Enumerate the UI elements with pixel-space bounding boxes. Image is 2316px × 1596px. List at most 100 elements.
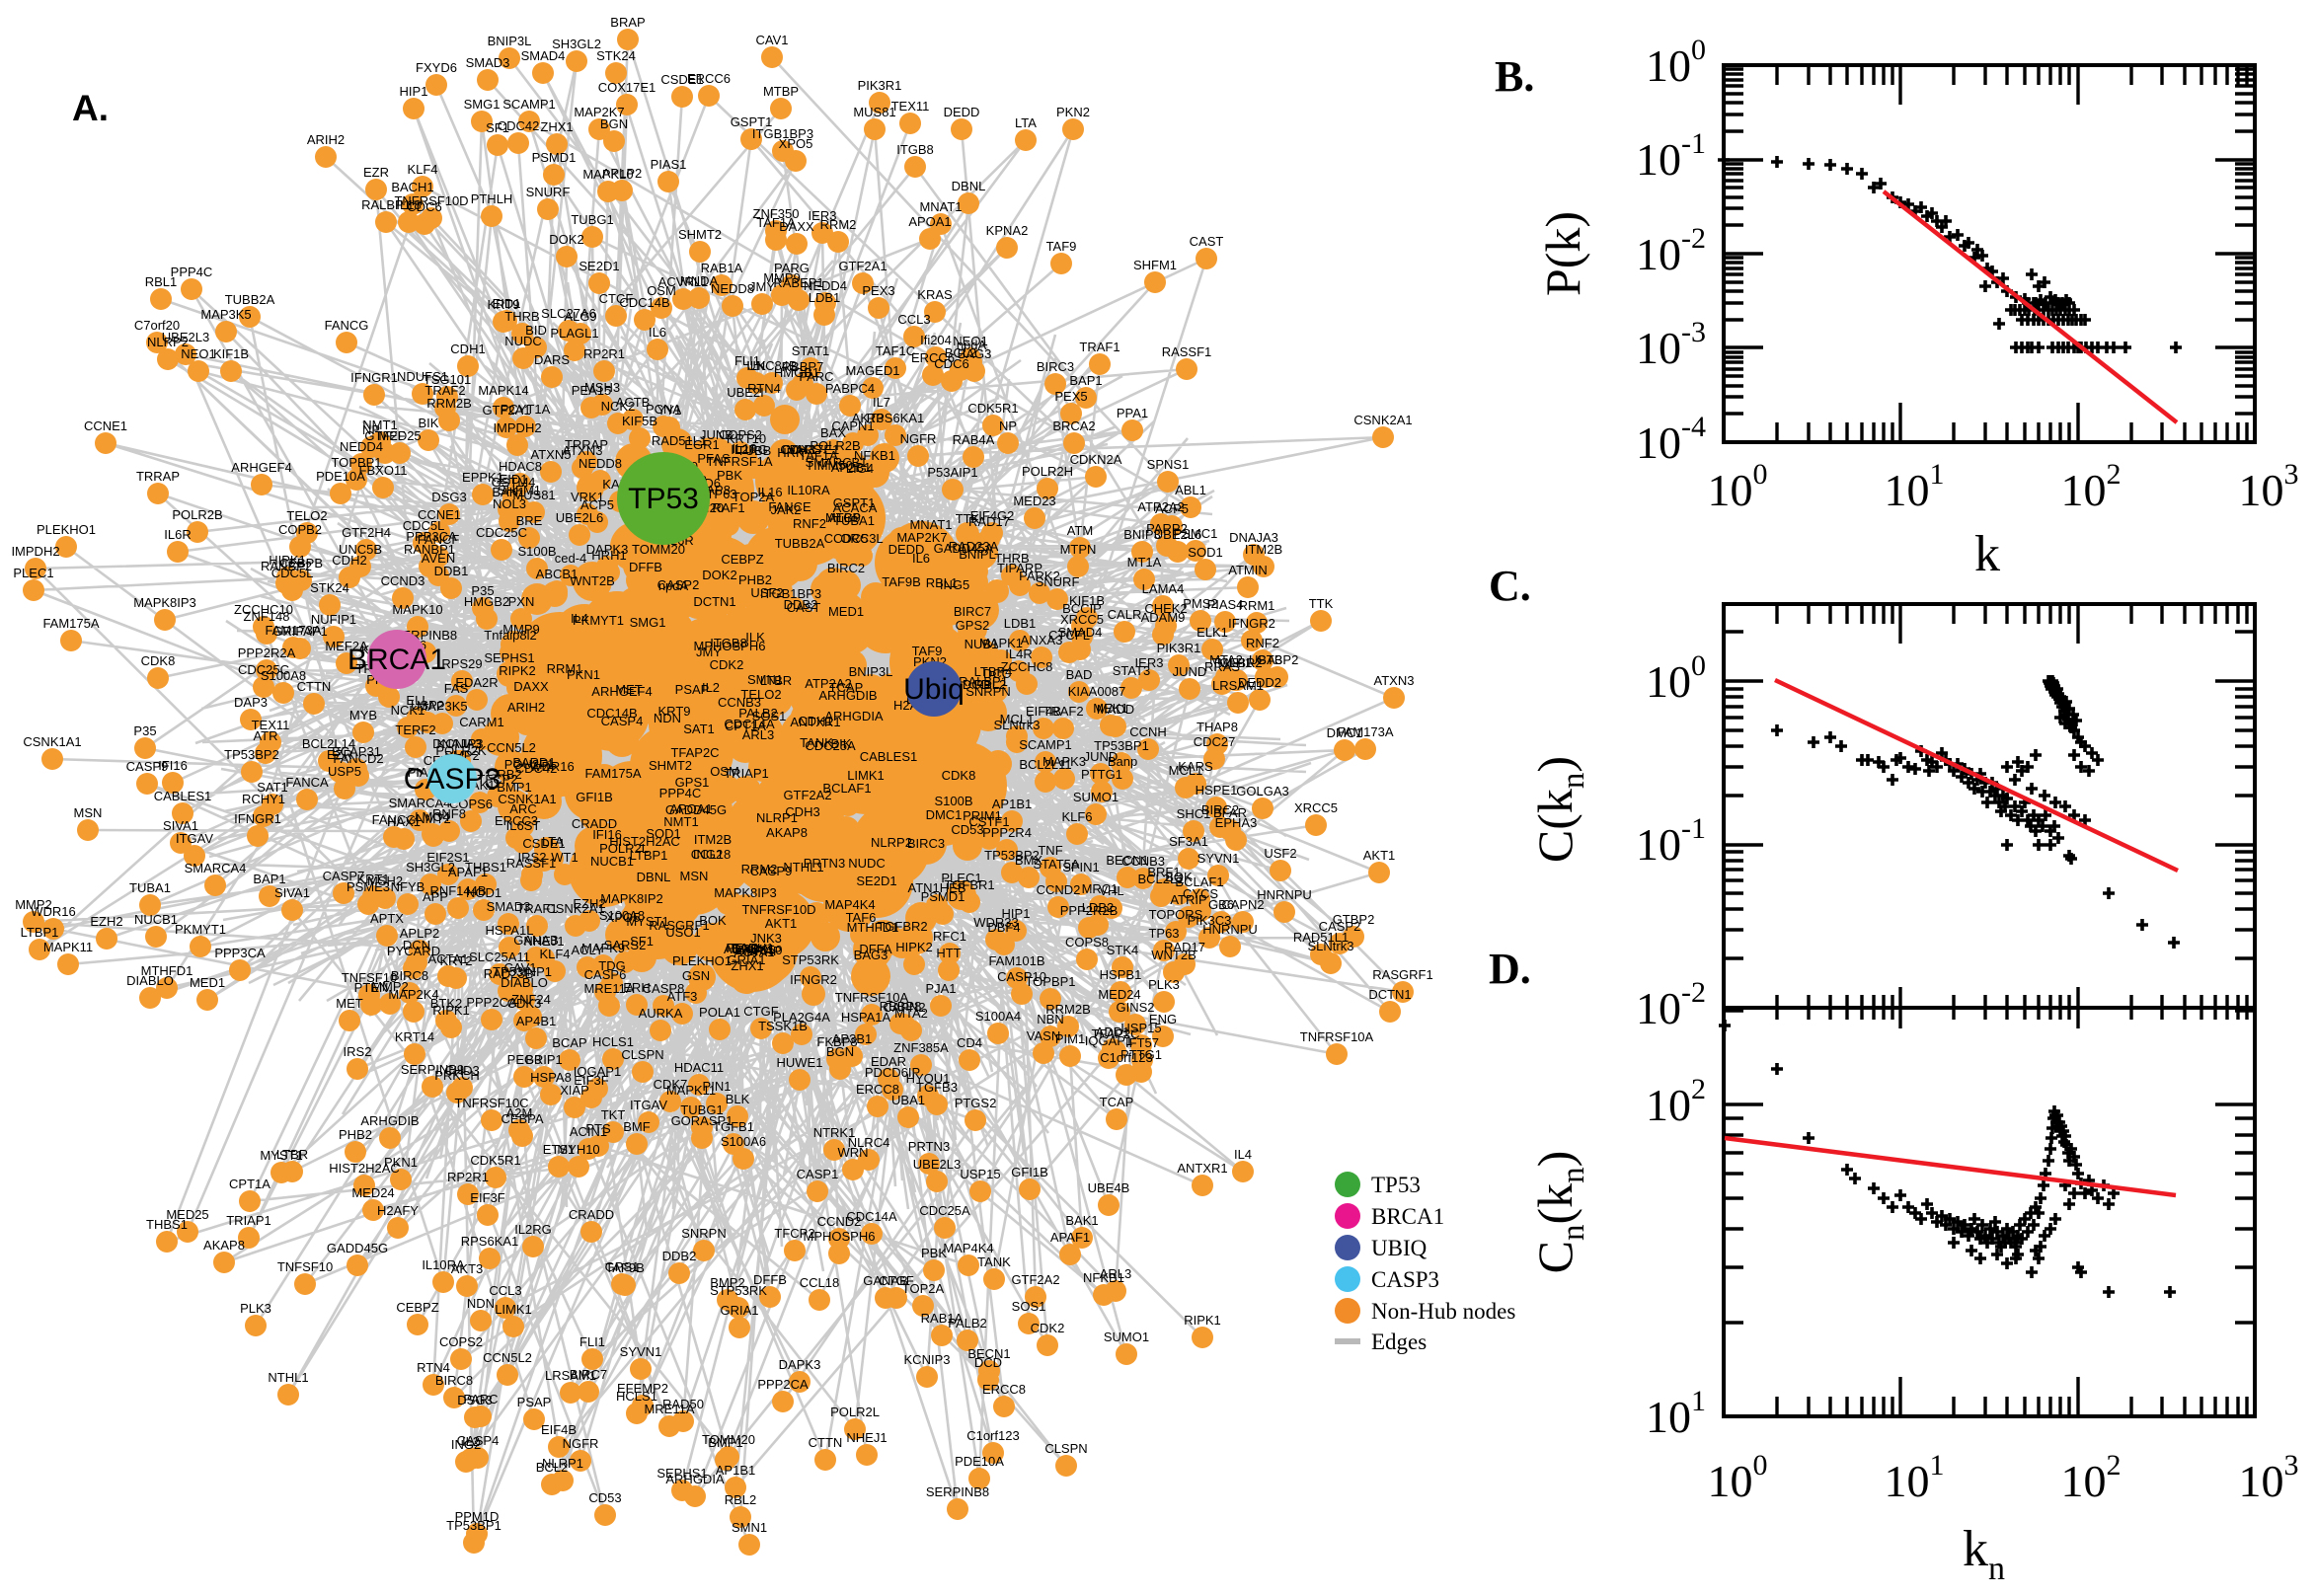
svg-text:PKN1: PKN1 bbox=[567, 667, 600, 682]
svg-text:STP53RK: STP53RK bbox=[710, 1283, 767, 1298]
svg-text:GTF2A2: GTF2A2 bbox=[1011, 1272, 1059, 1287]
svg-text:CPT1A: CPT1A bbox=[229, 1177, 270, 1191]
svg-text:POU2F1: POU2F1 bbox=[504, 757, 555, 772]
svg-text:ATR: ATR bbox=[253, 728, 277, 743]
svg-text:VASN: VASN bbox=[1027, 1028, 1060, 1043]
svg-text:CASP1: CASP1 bbox=[797, 1167, 839, 1181]
svg-text:MTBP: MTBP bbox=[763, 84, 799, 99]
svg-text:PABPC4: PABPC4 bbox=[825, 381, 875, 396]
svg-text:SF1: SF1 bbox=[486, 120, 509, 135]
svg-text:ARHGDIB: ARHGDIB bbox=[818, 688, 877, 703]
svg-text:APOA1: APOA1 bbox=[908, 214, 951, 229]
svg-text:TRAF2: TRAF2 bbox=[1042, 704, 1083, 719]
svg-text:UBE4B: UBE4B bbox=[1088, 1180, 1130, 1195]
svg-text:HSPA1A: HSPA1A bbox=[841, 1010, 891, 1025]
svg-text:ATP2A2: ATP2A2 bbox=[805, 676, 851, 691]
svg-text:FANCG: FANCG bbox=[325, 318, 369, 333]
svg-text:BIRC8: BIRC8 bbox=[391, 968, 428, 983]
svg-text:BGN: BGN bbox=[826, 1044, 854, 1059]
svg-text:CCNE1: CCNE1 bbox=[84, 418, 127, 433]
svg-text:FLI1: FLI1 bbox=[734, 353, 760, 368]
svg-text:HIST2H2AC: HIST2H2AC bbox=[329, 1161, 400, 1176]
svg-text:IL2RG: IL2RG bbox=[514, 1222, 552, 1237]
svg-text:KRAS: KRAS bbox=[917, 287, 953, 302]
svg-text:MSN: MSN bbox=[74, 805, 103, 820]
svg-text:DMC1: DMC1 bbox=[926, 807, 963, 822]
svg-text:MED23: MED23 bbox=[1013, 494, 1055, 508]
svg-text:WT1: WT1 bbox=[551, 850, 578, 865]
svg-text:GB6: GB6 bbox=[1208, 897, 1234, 912]
svg-text:IL4: IL4 bbox=[571, 611, 588, 626]
svg-text:SF1: SF1 bbox=[630, 934, 654, 949]
svg-text:KLF4: KLF4 bbox=[407, 162, 437, 177]
svg-text:POLR2H: POLR2H bbox=[1022, 464, 1073, 479]
svg-text:TNFRSF10A: TNFRSF10A bbox=[835, 990, 909, 1005]
svg-text:KARS: KARS bbox=[1178, 759, 1213, 774]
svg-text:CSTF1: CSTF1 bbox=[968, 814, 1009, 829]
svg-text:HSPB1: HSPB1 bbox=[1100, 967, 1142, 982]
svg-text:GTBP2: GTBP2 bbox=[1257, 652, 1299, 667]
svg-text:RIPK2: RIPK2 bbox=[499, 663, 536, 678]
svg-text:IRS2: IRS2 bbox=[518, 850, 547, 865]
svg-text:TOMM20: TOMM20 bbox=[632, 542, 685, 557]
svg-text:CAPN1: CAPN1 bbox=[831, 418, 874, 433]
svg-text:TP63: TP63 bbox=[1148, 926, 1179, 941]
svg-text:RNF8: RNF8 bbox=[432, 806, 466, 821]
svg-text:AP3B1: AP3B1 bbox=[832, 1031, 872, 1046]
svg-text:CTTN: CTTN bbox=[809, 1435, 843, 1450]
svg-text:DBNL: DBNL bbox=[952, 179, 986, 193]
svg-text:CDK5R1: CDK5R1 bbox=[470, 1153, 520, 1168]
svg-text:CTCFL: CTCFL bbox=[1048, 628, 1090, 643]
svg-text:RBBP8: RBBP8 bbox=[880, 999, 922, 1014]
svg-text:CAPN2: CAPN2 bbox=[883, 1000, 925, 1015]
svg-text:IFNGR1: IFNGR1 bbox=[234, 811, 281, 826]
svg-text:NUDC: NUDC bbox=[848, 856, 886, 871]
svg-text:PALB2: PALB2 bbox=[948, 1316, 987, 1330]
svg-text:MED25: MED25 bbox=[378, 428, 421, 443]
svg-text:EZR: EZR bbox=[327, 747, 352, 762]
svg-text:EIF3F: EIF3F bbox=[574, 1073, 608, 1088]
svg-text:MED1: MED1 bbox=[828, 604, 864, 619]
svg-text:IRS2: IRS2 bbox=[344, 1044, 372, 1059]
svg-text:CASP8: CASP8 bbox=[643, 981, 685, 996]
svg-text:C.: C. bbox=[1489, 562, 1531, 610]
svg-text:HYOU1: HYOU1 bbox=[906, 1071, 951, 1086]
svg-text:FANCG: FANCG bbox=[372, 812, 417, 827]
svg-text:CASP2: CASP2 bbox=[1319, 919, 1361, 934]
svg-text:RIPK1: RIPK1 bbox=[1184, 1313, 1221, 1328]
svg-text:TOPORS: TOPORS bbox=[1149, 907, 1203, 922]
svg-text:BCAP: BCAP bbox=[552, 1035, 586, 1050]
svg-text:NMT2: NMT2 bbox=[416, 811, 450, 826]
svg-text:DFFA: DFFA bbox=[859, 942, 892, 956]
svg-text:NCK2: NCK2 bbox=[601, 399, 636, 414]
svg-text:NEDD8: NEDD8 bbox=[579, 456, 622, 471]
svg-text:CDC6: CDC6 bbox=[934, 356, 968, 371]
svg-text:BNIPL: BNIPL bbox=[959, 547, 996, 562]
svg-text:P35: P35 bbox=[471, 583, 494, 598]
svg-text:PPP2R2B: PPP2R2B bbox=[1060, 903, 1119, 918]
svg-text:TP53INP1: TP53INP1 bbox=[493, 964, 552, 979]
svg-text:NDUFS1: NDUFS1 bbox=[397, 369, 448, 384]
svg-text:TAF9B: TAF9B bbox=[882, 574, 921, 589]
svg-text:TRAF1: TRAF1 bbox=[516, 901, 557, 916]
svg-text:HAX1: HAX1 bbox=[387, 814, 421, 829]
svg-text:ZHX1: ZHX1 bbox=[540, 119, 573, 134]
svg-text:BECN1: BECN1 bbox=[967, 1346, 1010, 1361]
svg-text:EGR1: EGR1 bbox=[684, 437, 719, 452]
svg-text:RANBP1: RANBP1 bbox=[404, 542, 455, 557]
svg-text:MAP2K7: MAP2K7 bbox=[896, 530, 947, 545]
svg-text:SPIN1: SPIN1 bbox=[1062, 860, 1100, 874]
svg-text:BCCIP: BCCIP bbox=[1062, 601, 1102, 616]
svg-text:TRAF1: TRAF1 bbox=[1079, 340, 1119, 354]
svg-text:B.: B. bbox=[1495, 52, 1534, 101]
svg-text:TP53BP1: TP53BP1 bbox=[446, 1518, 502, 1533]
svg-text:SAT1: SAT1 bbox=[257, 780, 288, 795]
svg-text:FAM173A: FAM173A bbox=[1337, 724, 1393, 739]
svg-text:GPS2: GPS2 bbox=[956, 618, 990, 633]
svg-text:ING2: ING2 bbox=[451, 1437, 481, 1452]
svg-text:MAP2K7: MAP2K7 bbox=[574, 105, 624, 119]
svg-text:ACVRL1: ACVRL1 bbox=[658, 274, 709, 289]
svg-text:PDE10A: PDE10A bbox=[955, 1454, 1004, 1469]
svg-text:ZNF350: ZNF350 bbox=[753, 206, 800, 221]
svg-text:CCDC5: CCDC5 bbox=[824, 531, 869, 546]
